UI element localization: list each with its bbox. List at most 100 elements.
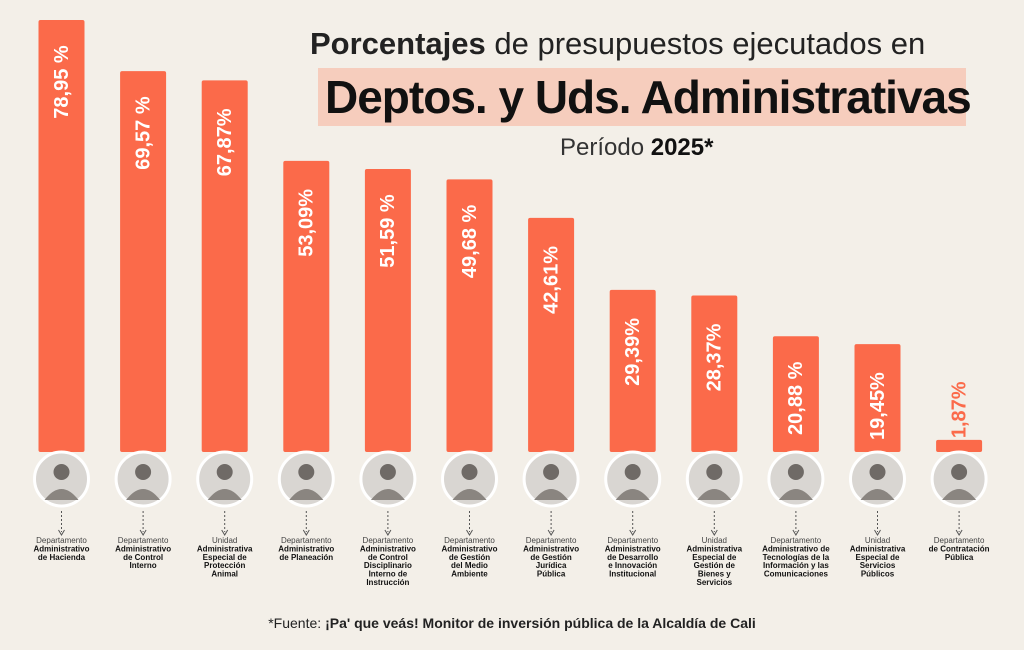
bar-group: 53,09% Departamento Administrativo de Plane… [277,160,335,562]
source-prefix: *Fuente: [268,615,326,631]
period-label: Período [560,134,651,161]
category-name-line: de Planeación [279,553,333,562]
person-photo-icon [359,450,417,508]
category-type: Departamento [444,536,495,545]
category-label: Departamento Administrativo de Planeación [278,536,334,562]
bar-group: 69,57 % Departamento Administrativo de Cont… [114,71,172,570]
category-name-line: e Innovación [608,561,657,570]
category-name-line: Pública [945,553,974,562]
bar [854,344,901,452]
person-photo-icon [685,450,743,508]
bar-group: 29,39% Departamento Administrativo de Desar… [604,289,662,579]
value-label: 51,59 % [377,194,399,268]
category-name-line: Administrativo [115,544,171,553]
category-name-line: Interno de [369,570,408,579]
value-label: 19,45% [867,372,889,440]
bar-group: 51,59 % Departamento Administrativo de Cont… [359,169,417,587]
category-name-line: Administrativo [33,544,89,553]
category-type: Unidad [702,536,727,545]
category-name-line: Administrativo [278,544,334,553]
category-name-line: de Gestión [530,553,571,562]
category-label: Unidad Administrativa Especial de Protecció… [197,536,253,579]
title-rest: de presupuestos ejecutados en [485,26,926,61]
bar-group: 28,37% Unidad Administrativa Especial de Ges… [685,295,743,587]
dotted-arrow-icon [874,511,881,536]
chart-title-line-1: Porcentajes de presupuestos ejecutados e… [310,26,1000,62]
value-label: 49,68 % [459,205,481,279]
category-name-line: Protección [204,561,245,570]
bar [446,179,493,452]
category-name-line: Gestión de [694,561,736,570]
category-type: Unidad [865,536,890,545]
bar [283,160,330,452]
person-photo-icon [196,450,254,508]
value-label: 1,87% [948,381,970,438]
category-name-line: Administrativo [441,544,497,553]
category-type: Departamento [281,536,332,545]
bar [772,336,819,452]
category-type: Departamento [771,536,822,545]
category-type: Departamento [36,536,87,545]
category-name-line: Administrativa [197,544,253,553]
category-name-line: Interno [130,561,157,570]
category-name-line: de Control [368,553,408,562]
dotted-arrow-icon [710,511,718,536]
bar [364,169,411,452]
chart-title-highlight: Deptos. y Uds. Administrativas [325,71,972,123]
value-label: 28,37% [704,323,726,391]
category-name-line: Pública [537,570,566,579]
person-photo-icon [604,450,662,508]
category-name-line: Especial de [692,553,737,562]
value-label: 53,09% [296,189,318,257]
category-name-line: Administrativo [605,544,661,553]
category-label: Departamento Administrativo de Hacienda [33,536,89,562]
person-photo-icon [33,450,90,508]
category-name-line: Animal [211,570,238,579]
person-photo-icon [849,450,906,508]
category-name-line: Jurídica [536,561,567,570]
category-type: Departamento [363,536,414,545]
person-photo-icon [114,450,172,508]
category-type: Departamento [607,536,658,545]
source-text: ¡Pa' que veás! Monitor de inversión públ… [325,615,756,631]
category-type: Departamento [118,536,169,545]
dotted-arrow-icon [139,511,147,536]
dotted-arrow-icon [792,511,800,536]
bar-group: 20,88 % Departamento Administrativo de Tecn… [762,336,830,579]
bar [201,80,248,453]
bar [609,289,656,452]
chart-period: Período 2025* [560,134,860,162]
category-type: Departamento [526,536,577,545]
bar [120,71,167,453]
value-label: 67,87% [214,108,236,176]
dotted-arrow-icon [629,511,637,536]
category-name-line: Instrucción [366,578,409,587]
value-label: 78,95 % [51,45,73,119]
value-label: 42,61% [540,246,562,314]
category-name-line: Administrativo [523,544,579,553]
category-name-line: Públicos [861,570,895,579]
category-label: Departamento Administrativo de Tecnologías… [762,536,830,579]
value-label: 20,88 % [785,361,807,435]
bar-group: 49,68 % Departamento Administrativo de Gest… [441,179,498,579]
category-name-line: Tecnologías de la [763,553,830,562]
category-name-line: de Desarrollo [607,553,658,562]
person-photo-icon [930,450,988,508]
dotted-arrow-icon [955,511,963,536]
person-photo-icon [522,450,580,508]
bar [936,439,983,452]
bar-group: 19,45% Unidad Administrativa Especial de Ser… [849,344,906,579]
bar-group: 42,61% Departamento Administrativo de Gesti… [522,217,580,579]
category-name-line: Administrativa [850,544,906,553]
dotted-arrow-icon [302,511,310,536]
category-name-line: de Gestión [449,553,490,562]
value-label: 29,39% [622,318,644,386]
bar-group: 78,95 % Departamento Administrativo de Haci… [33,20,90,562]
category-name-line: Comunicaciones [764,570,829,579]
category-name-line: de Contratación [929,544,990,553]
category-label: Unidad Administrativa Especial de Servicios… [850,536,906,579]
category-type: Departamento [934,536,985,545]
category-label: Unidad Administrativa Especial de Gestión d… [687,536,743,587]
category-name-line: Ambiente [451,570,488,579]
